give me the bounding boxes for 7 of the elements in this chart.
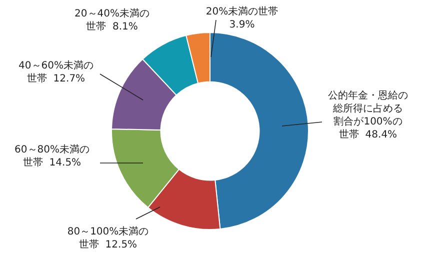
slice-label: 60～80%未満の世帯 14.5% — [14, 144, 90, 169]
slice-label: 40～60%未満の世帯 12.7% — [18, 60, 94, 85]
slice-label: 80～100%未満の世帯 12.5% — [67, 226, 149, 251]
slice-label: 20%未満の世帯 — [206, 6, 278, 18]
data-label: 3.9% — [229, 20, 255, 31]
slice-label: 20～40%未満の世帯 8.1% — [74, 8, 150, 33]
slice-label: 公的年金・恩給の総所得に占める割合が100%の世帯 48.4% — [328, 90, 408, 141]
